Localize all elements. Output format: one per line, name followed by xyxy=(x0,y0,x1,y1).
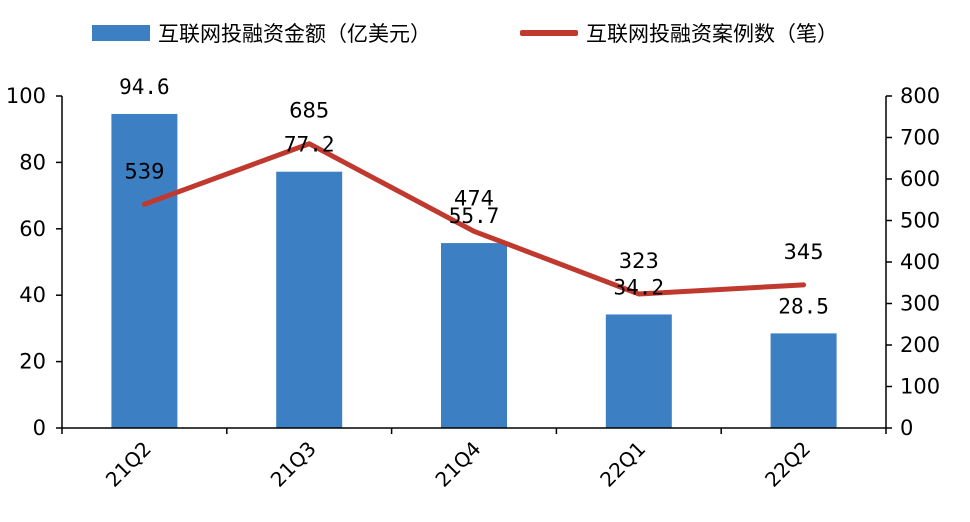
line-value-label: 345 xyxy=(784,240,824,264)
line-value-label: 323 xyxy=(619,249,659,273)
x-tick-label: 22Q1 xyxy=(595,437,650,492)
y-right-tick-label: 700 xyxy=(900,126,940,150)
legend-swatch-line xyxy=(520,30,578,36)
bar-value-label: 77.2 xyxy=(284,133,335,157)
bar-amount xyxy=(605,314,672,428)
line-count xyxy=(141,141,807,297)
y-left-tick-label: 20 xyxy=(19,350,46,374)
y-right-tick-label: 200 xyxy=(900,333,940,357)
x-tick-label: 21Q2 xyxy=(101,437,156,492)
x-tick-label: 21Q4 xyxy=(430,437,485,492)
y-left-tick-label: 40 xyxy=(19,283,46,307)
y-left-tick-label: 80 xyxy=(19,150,46,174)
line-value-label: 539 xyxy=(124,159,164,183)
y-right-tick-label: 400 xyxy=(900,250,940,274)
legend: 互联网投融资金额（亿美元） 互联网投融资案例数（笔） xyxy=(0,18,970,58)
y-left-tick-label: 100 xyxy=(6,84,46,108)
legend-label-amount: 互联网投融资金额（亿美元） xyxy=(158,22,431,46)
bar-amount xyxy=(276,171,343,429)
legend-item-count: 互联网投融资案例数（笔） xyxy=(520,18,838,48)
bar-amount xyxy=(441,243,507,428)
bar-amount xyxy=(770,333,837,428)
bar-value-label: 34.2 xyxy=(614,275,665,299)
bar-value-label: 28.5 xyxy=(778,294,829,318)
bar-amount xyxy=(111,113,178,428)
y-left-tick-label: 60 xyxy=(19,217,46,241)
x-tick-label: 21Q3 xyxy=(266,437,321,492)
line-value-label: 474 xyxy=(454,186,494,210)
y-right-tick-label: 600 xyxy=(900,167,940,191)
y-right-tick-label: 100 xyxy=(900,375,940,399)
y-left-tick-label: 0 xyxy=(33,416,46,440)
y-right-tick-label: 500 xyxy=(900,209,940,233)
bar-value-label: 55.7 xyxy=(449,204,500,228)
x-tick-label: 22Q2 xyxy=(760,437,815,492)
legend-item-amount: 互联网投融资金额（亿美元） xyxy=(92,18,431,48)
y-right-tick-label: 800 xyxy=(900,84,940,108)
legend-swatch-bar xyxy=(92,25,150,41)
bar-value-label: 94.6 xyxy=(119,75,170,99)
line-value-label: 685 xyxy=(289,99,329,123)
legend-label-count: 互联网投融资案例数（笔） xyxy=(586,22,838,46)
y-right-tick-label: 0 xyxy=(900,416,913,440)
y-right-tick-label: 300 xyxy=(900,292,940,316)
